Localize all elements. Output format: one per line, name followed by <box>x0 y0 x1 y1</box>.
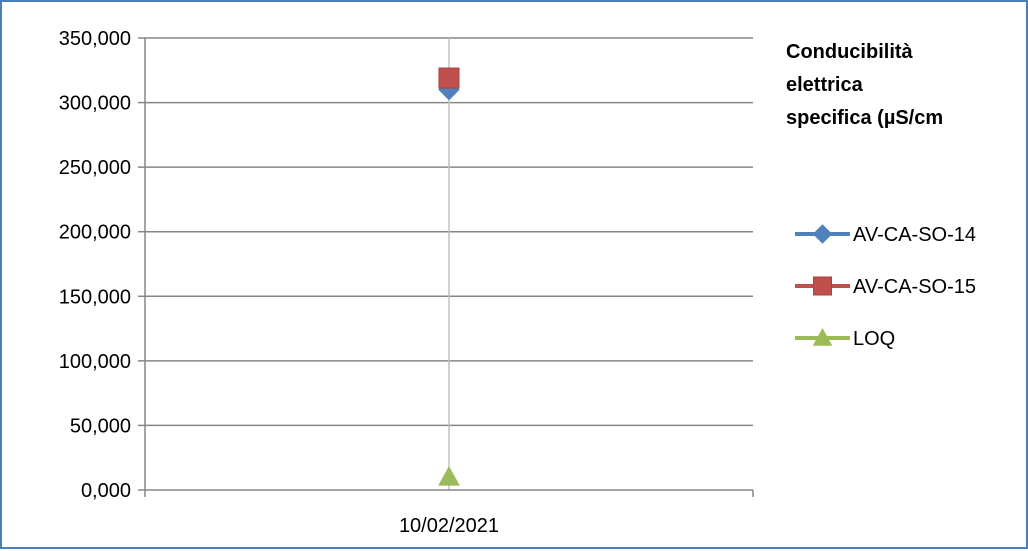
y-tick-label: 200,000 <box>59 222 131 244</box>
data-markers <box>438 67 460 486</box>
y-tick-label: 300,000 <box>59 93 131 115</box>
legend: AV-CA-SO-14 AV-CA-SO-15 LOQ <box>795 224 976 350</box>
legend-marker-av-ca-so-15 <box>813 276 832 296</box>
marker-av-ca-so-15 <box>438 67 460 89</box>
y-tick-label: 50,000 <box>70 415 131 437</box>
chart-title-line: specifica (µS/cm <box>786 107 943 129</box>
x-tick-label: 10/02/2021 <box>399 515 499 537</box>
legend-label-av-ca-so-14: AV-CA-SO-14 <box>853 224 976 246</box>
legend-marker-loq <box>812 327 833 346</box>
chart-title: Conducibilità elettrica specifica (µS/cm <box>786 41 943 129</box>
x-axis-tick-labels: 10/02/2021 <box>399 515 499 537</box>
y-tick-label: 150,000 <box>59 286 131 308</box>
chart-title-line: Conducibilità <box>786 41 914 63</box>
y-tick-label: 250,000 <box>59 157 131 179</box>
axes <box>138 37 754 497</box>
marker-loq <box>438 466 460 486</box>
legend-label-av-ca-so-15: AV-CA-SO-15 <box>853 276 976 298</box>
y-tick-label: 100,000 <box>59 351 131 373</box>
gridlines <box>145 37 753 490</box>
y-tick-label: 350,000 <box>59 28 131 50</box>
y-tick-label: 0,000 <box>81 480 131 502</box>
legend-marker-av-ca-so-14 <box>812 224 833 244</box>
y-axis-tick-labels: 0,000 50,000 100,000 150,000 200,000 250,000 3… <box>59 28 131 502</box>
chart-title-line: elettrica <box>786 74 864 96</box>
legend-label-loq: LOQ <box>853 328 895 350</box>
